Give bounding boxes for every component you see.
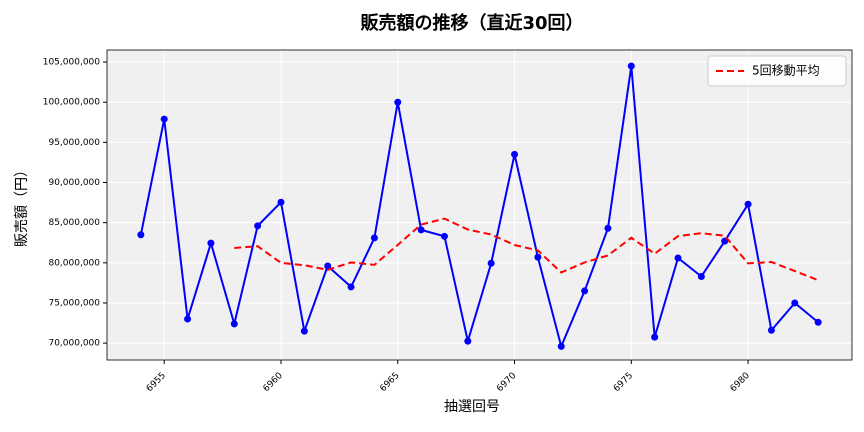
data-point (744, 200, 752, 208)
data-point (277, 198, 285, 206)
chart-title: 販売額の推移（直近30回） (360, 12, 583, 34)
x-tick-label: 6955 (145, 371, 168, 394)
data-point (370, 234, 378, 242)
data-point (511, 150, 519, 158)
data-point (207, 239, 215, 247)
data-point (417, 226, 425, 234)
y-tick-label: 90,000,000 (48, 178, 100, 188)
y-tick-label: 75,000,000 (48, 298, 100, 308)
data-point (651, 333, 659, 341)
plot-frame (106, 49, 853, 361)
data-point (347, 283, 355, 291)
data-point (534, 253, 542, 261)
y-tick-label: 85,000,000 (48, 218, 100, 228)
data-point (581, 287, 589, 295)
data-point (604, 224, 612, 232)
y-tick-label: 105,000,000 (43, 58, 101, 68)
data-point (230, 320, 238, 328)
data-point (160, 115, 168, 123)
x-tick-label: 6960 (262, 371, 285, 394)
data-point (394, 98, 402, 106)
data-point (767, 326, 775, 334)
data-point (627, 62, 635, 70)
y-tick-label: 70,000,000 (48, 339, 100, 349)
plot-area (107, 50, 852, 360)
data-point (721, 237, 729, 245)
y-axis-label: 販売額（円） (14, 163, 30, 247)
data-point (814, 318, 822, 326)
y-tick-label: 100,000,000 (43, 98, 101, 108)
data-point (674, 254, 682, 262)
y-tick-label: 80,000,000 (48, 258, 100, 268)
x-tick-label: 6970 (495, 371, 518, 394)
x-tick-label: 6980 (729, 371, 752, 394)
data-point (697, 272, 705, 280)
data-point (557, 342, 565, 350)
x-tick-label: 6965 (378, 371, 401, 394)
series-line (139, 65, 819, 350)
legend-label: 5回移動平均 (752, 64, 820, 78)
data-point (464, 337, 472, 345)
data-point (791, 299, 799, 307)
series-line (234, 217, 819, 282)
data-point (184, 315, 192, 323)
x-tick-label: 6975 (612, 371, 635, 394)
x-axis-label: 抽選回号 (444, 399, 500, 415)
data-point (137, 231, 145, 239)
data-point (324, 262, 332, 270)
data-point (254, 222, 262, 230)
data-point (440, 232, 448, 240)
data-point (300, 327, 308, 335)
data-point (487, 259, 495, 267)
legend-box (707, 55, 847, 87)
y-tick-label: 95,000,000 (48, 138, 100, 148)
